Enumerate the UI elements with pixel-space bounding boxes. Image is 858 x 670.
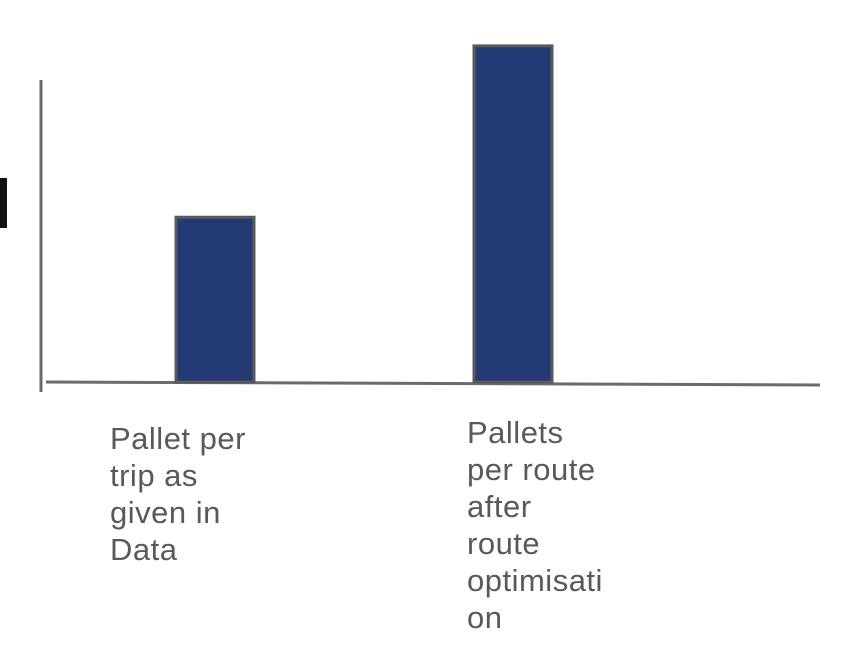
category-label-pallet-per-trip: Pallet per trip as given in Data xyxy=(110,421,246,567)
x-axis xyxy=(45,380,821,387)
bar-pallet-per-trip xyxy=(174,215,256,384)
bar-series xyxy=(174,44,554,384)
category-label-pallets-per-route: Pallets per route after route optimisati… xyxy=(467,415,603,635)
bar-pallets-per-route xyxy=(472,44,554,384)
clipped-edge-mark xyxy=(0,178,7,228)
